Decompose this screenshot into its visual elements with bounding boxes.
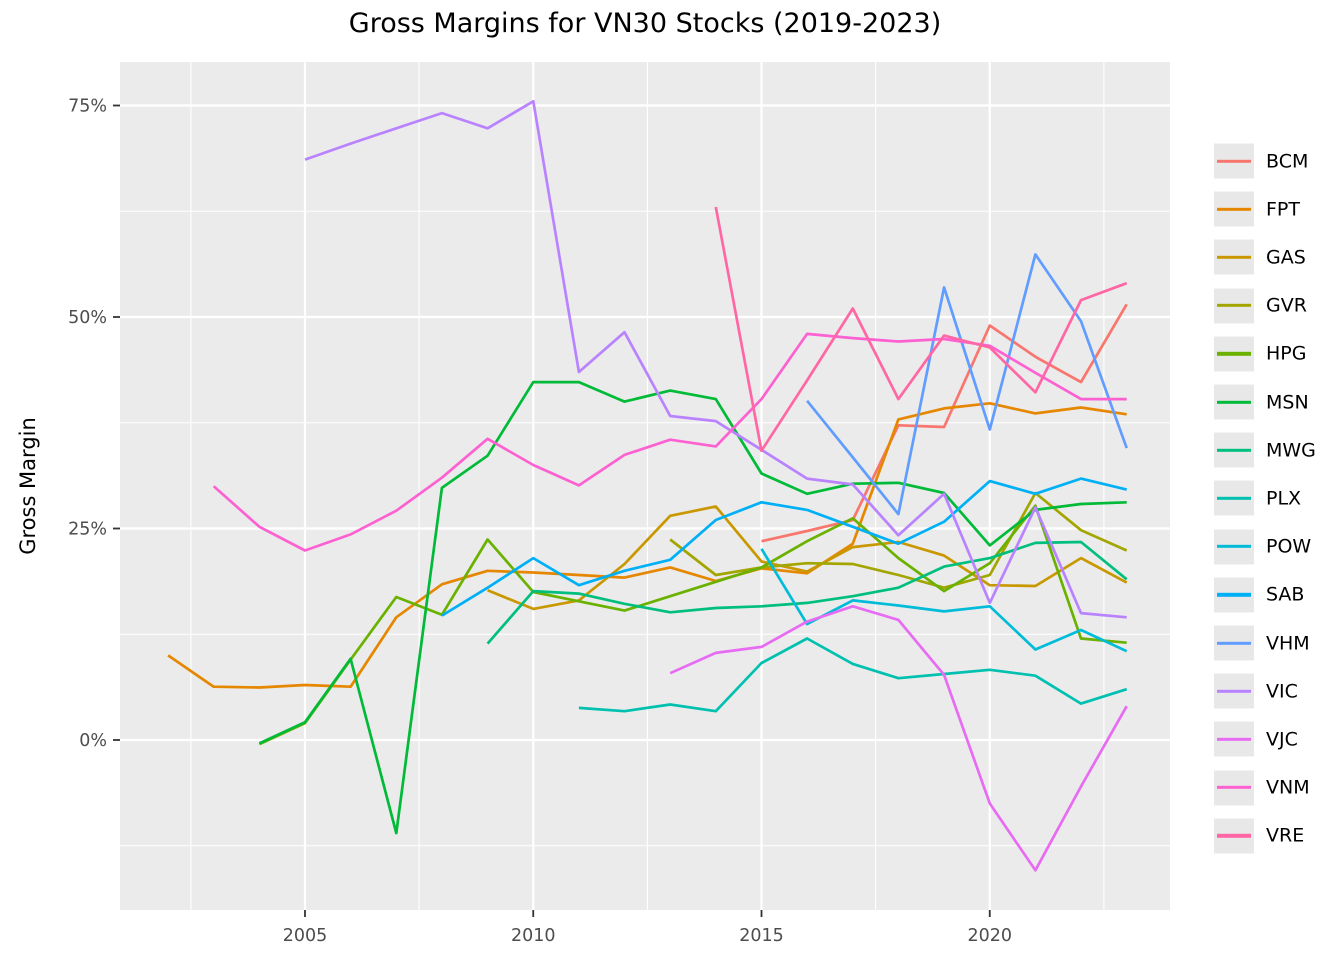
- legend-key-bcm: [1214, 143, 1254, 179]
- legend-key-line-icon: [1217, 255, 1251, 260]
- legend-key-line-icon: [1217, 834, 1251, 838]
- series-line-gas: [487, 505, 1128, 611]
- legend-key-line-icon: [1217, 159, 1251, 163]
- legend-label-gas: GAS: [1266, 246, 1306, 269]
- series-line-vre: [714, 206, 1128, 453]
- legend-key-vre: [1214, 818, 1254, 854]
- legend-label-vnm: VNM: [1266, 776, 1310, 799]
- legend-key-vnm: [1214, 770, 1254, 806]
- x-tick-label: 2010: [511, 926, 556, 946]
- legend-item-gvr: GVR: [1214, 288, 1307, 324]
- legend-label-bcm: BCM: [1266, 150, 1309, 172]
- legend-key-line-icon: [1217, 400, 1251, 404]
- series-line-msn: [258, 380, 1127, 835]
- legend-label-vre: VRE: [1266, 824, 1305, 847]
- legend-key-line-icon: [1217, 641, 1251, 645]
- series-line-plx: [578, 637, 1128, 713]
- legend-label-pow: POW: [1266, 535, 1312, 558]
- legend-item-vre: VRE: [1214, 818, 1305, 854]
- legend-key-line-icon: [1217, 207, 1251, 211]
- legend-key-line-icon: [1217, 448, 1251, 452]
- legend-item-gas: GAS: [1214, 239, 1306, 275]
- legend-label-fpt: FPT: [1266, 198, 1300, 221]
- panel-background: [120, 62, 1170, 910]
- legend-item-bcm: BCM: [1214, 143, 1309, 179]
- legend-key-hpg: [1214, 336, 1254, 372]
- legend-key-line-icon: [1217, 689, 1251, 693]
- series-line-fpt: [167, 401, 1127, 689]
- legend-label-hpg: HPG: [1266, 342, 1307, 365]
- legend-item-pow: POW: [1214, 529, 1312, 565]
- legend-label-vhm: VHM: [1266, 632, 1310, 654]
- series-line-vic: [304, 99, 1127, 619]
- legend-item-mwg: MWG: [1214, 432, 1316, 468]
- legend-key-line-icon: [1217, 496, 1251, 501]
- legend-key-gas: [1214, 239, 1254, 275]
- legend-item-hpg: HPG: [1214, 336, 1307, 372]
- x-tick-label: 2015: [739, 926, 784, 946]
- legend-key-fpt: [1214, 191, 1254, 227]
- legend-item-fpt: FPT: [1214, 191, 1300, 227]
- legend: BCM FPT GAS GVR HPG MSN MWG PLX POW SAB VHM VIC VJC V…: [1214, 0, 1344, 960]
- series-line-bcm: [761, 303, 1128, 543]
- legend-item-plx: PLX: [1214, 480, 1302, 516]
- legend-key-gvr: [1214, 288, 1254, 324]
- legend-label-vjc: VJC: [1266, 728, 1298, 751]
- legend-key-line-icon: [1217, 303, 1251, 308]
- legend-key-vic: [1214, 673, 1254, 709]
- series-line-mwg: [486, 540, 1128, 645]
- y-tick-label: 50%: [68, 308, 107, 328]
- legend-item-vic: VIC: [1214, 673, 1298, 709]
- legend-item-vnm: VNM: [1214, 770, 1310, 806]
- legend-key-line-icon: [1217, 737, 1251, 742]
- legend-key-sab: [1214, 577, 1254, 613]
- legend-key-line-icon: [1217, 352, 1251, 356]
- series-line-vjc: [669, 604, 1128, 872]
- x-tick-label: 2020: [967, 926, 1012, 946]
- y-tick-label: 75%: [68, 97, 107, 117]
- legend-label-vic: VIC: [1266, 680, 1298, 703]
- series-line-gvr: [669, 491, 1128, 590]
- legend-label-plx: PLX: [1266, 487, 1302, 510]
- legend-item-vjc: VJC: [1214, 721, 1298, 757]
- series-line-vhm: [806, 253, 1128, 516]
- y-tick-label: 25%: [68, 520, 107, 540]
- legend-label-mwg: MWG: [1266, 439, 1316, 462]
- legend-key-msn: [1214, 384, 1254, 420]
- legend-label-msn: MSN: [1266, 391, 1309, 413]
- y-tick-label: 0%: [79, 731, 107, 751]
- legend-key-line-icon: [1217, 544, 1251, 549]
- legend-key-vhm: [1214, 625, 1254, 661]
- legend-label-sab: SAB: [1266, 583, 1305, 606]
- legend-label-gvr: GVR: [1266, 294, 1307, 317]
- legend-key-plx: [1214, 480, 1254, 516]
- series-line-hpg: [258, 504, 1127, 746]
- chart-title: Gross Margins for VN30 Stocks (2019-2023…: [348, 8, 942, 39]
- legend-key-vjc: [1214, 721, 1254, 757]
- series-line-sab: [441, 477, 1128, 617]
- legend-key-mwg: [1214, 432, 1254, 468]
- x-tick-label: 2005: [283, 926, 328, 946]
- legend-key-line-icon: [1217, 593, 1251, 597]
- legend-item-msn: MSN: [1214, 384, 1309, 420]
- legend-key-line-icon: [1217, 785, 1251, 790]
- legend-key-pow: [1214, 529, 1254, 565]
- legend-item-vhm: VHM: [1214, 625, 1310, 661]
- legend-item-sab: SAB: [1214, 577, 1305, 613]
